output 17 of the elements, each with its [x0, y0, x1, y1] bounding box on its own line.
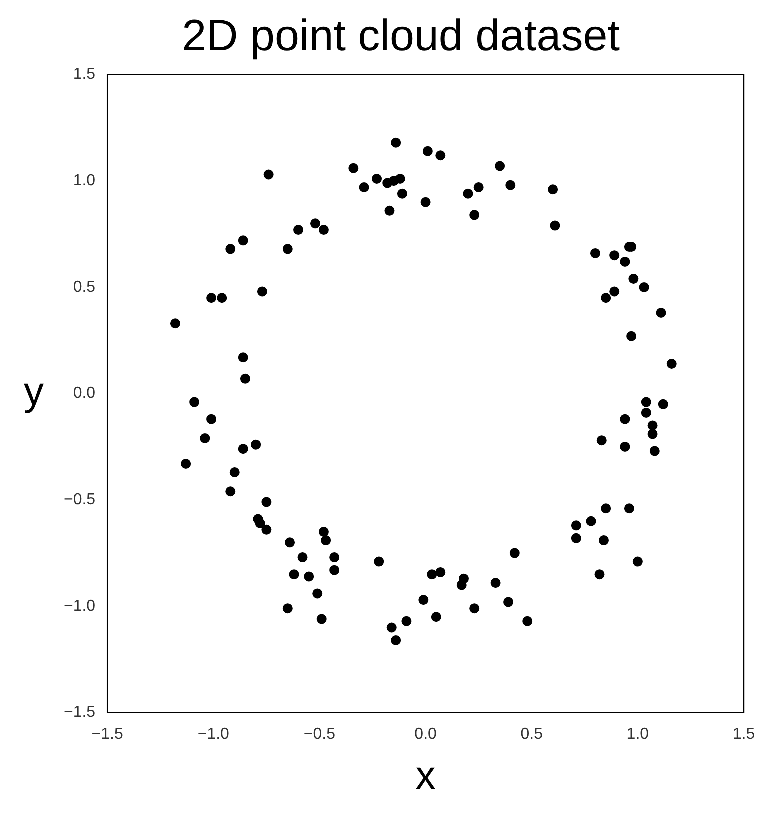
y-axis-title: y [24, 370, 44, 414]
x-tick-label: 0.5 [520, 726, 544, 743]
x-tick-label: −1.0 [198, 726, 230, 743]
y-tick-label: 0.5 [73, 278, 96, 296]
x-tick-label: 1.0 [626, 726, 650, 743]
x-axis-title: x [416, 754, 436, 798]
y-tick-label: 1.0 [73, 172, 96, 190]
y-tick-label: −1.0 [64, 598, 96, 615]
x-tick-label: 0.0 [414, 726, 438, 743]
x-tick-label: 1.5 [732, 726, 756, 743]
x-tick-label: −0.5 [304, 726, 336, 743]
y-tick-label: −0.5 [64, 492, 96, 509]
y-tick-label: 1.5 [73, 66, 96, 84]
y-tick-label: −1.5 [64, 704, 96, 722]
y-tick-label: 0.0 [73, 385, 96, 402]
chart-title: 2D point cloud dataset [182, 12, 620, 61]
x-tick-label: −1.5 [92, 726, 124, 743]
